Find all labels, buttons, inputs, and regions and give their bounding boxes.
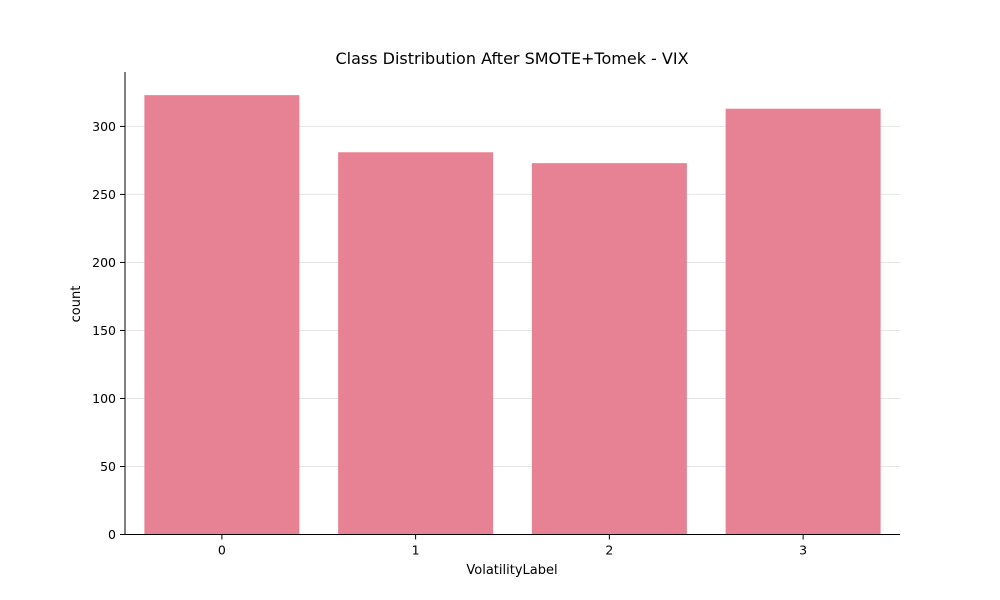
bar-0 [144,95,300,535]
y-tick-label: 200 [92,255,116,270]
y-ticks: 0 50 100 150 200 250 300 [92,119,125,542]
chart-title: Class Distribution After SMOTE+Tomek - V… [335,49,688,68]
y-tick-label: 250 [92,187,116,202]
y-tick-label: 50 [100,459,116,474]
x-tick-label: 1 [412,543,420,558]
y-tick-label: 0 [108,527,116,542]
bar-2 [531,163,687,535]
y-axis-label: count [69,286,84,323]
bars [144,95,881,535]
bar-3 [725,108,881,535]
x-axis-label: VolatilityLabel [466,563,557,578]
y-tick-label: 150 [92,323,116,338]
bar-1 [338,152,494,535]
x-tick-label: 2 [605,543,613,558]
y-tick-label: 300 [92,119,116,134]
y-tick-label: 100 [92,391,116,406]
x-tick-label: 0 [218,543,226,558]
axes [124,72,900,535]
x-ticks: 0 1 2 3 [218,534,807,558]
x-tick-label: 3 [799,543,807,558]
